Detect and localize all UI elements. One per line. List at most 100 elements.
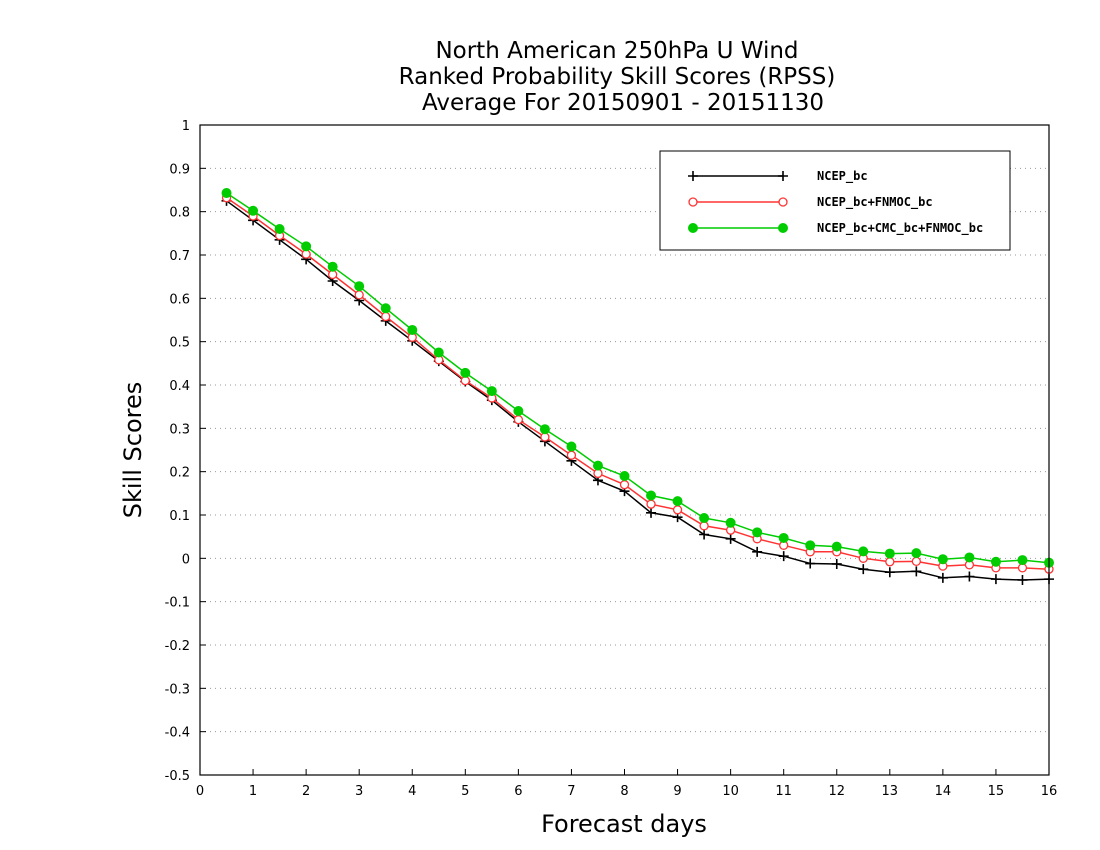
data-point xyxy=(301,241,312,252)
x-tick-label: 11 xyxy=(775,784,792,799)
data-point xyxy=(646,507,657,518)
title-line-1: North American 250hPa U Wind xyxy=(435,38,798,64)
series-1 xyxy=(221,195,1054,585)
y-tick-label: 0.4 xyxy=(169,379,190,394)
chart-title: North American 250hPa U Wind Ranked Prob… xyxy=(399,38,836,116)
data-point xyxy=(672,505,683,515)
data-point xyxy=(354,281,365,292)
data-point xyxy=(699,513,710,524)
legend-label: NCEP_bc+FNMOC_bc xyxy=(817,195,933,210)
data-point xyxy=(752,527,763,538)
data-point xyxy=(885,557,895,567)
y-tick-label: 0.1 xyxy=(169,509,190,524)
y-tick-label: 1 xyxy=(182,119,190,134)
data-point xyxy=(699,529,710,540)
data-point xyxy=(619,480,630,490)
data-point xyxy=(1017,555,1028,566)
data-point xyxy=(831,558,842,569)
x-tick-label: 13 xyxy=(882,784,899,799)
data-point xyxy=(460,367,471,378)
series-line xyxy=(226,197,1050,570)
x-tick-label: 6 xyxy=(514,784,522,799)
data-point xyxy=(858,564,869,575)
data-point xyxy=(380,303,391,314)
legend-label: NCEP_bc+CMC_bc+FNMOC_bc xyxy=(817,221,983,236)
y-axis-label: Skill Scores xyxy=(119,382,147,519)
data-point xyxy=(884,567,895,578)
data-point xyxy=(513,415,524,425)
x-tick-label: 16 xyxy=(1041,784,1058,799)
data-point xyxy=(354,290,364,300)
y-tick-label: 0.2 xyxy=(169,466,190,481)
legend-marker xyxy=(778,223,788,233)
plot-frame xyxy=(199,124,1050,776)
data-point xyxy=(619,471,630,481)
data-point xyxy=(858,546,869,557)
data-point xyxy=(381,311,391,322)
x-tick-label: 3 xyxy=(355,784,363,799)
data-point xyxy=(592,460,603,471)
x-tick-label: 12 xyxy=(828,784,845,799)
x-tick-label: 0 xyxy=(196,784,204,799)
legend-marker xyxy=(778,197,788,207)
axis-ticks: 0 1 2 3 4 5 6 7 8 9 10 11 12 13 14 15 16-0.5-0.4-0.3-0.2… xyxy=(165,119,1058,799)
data-point xyxy=(911,566,922,577)
data-point xyxy=(566,450,577,460)
x-tick-label: 7 xyxy=(567,784,575,799)
legend-marker xyxy=(688,171,698,181)
y-tick-label: -0.1 xyxy=(165,596,190,611)
x-tick-label: 10 xyxy=(722,784,739,799)
data-point xyxy=(911,556,921,567)
data-point xyxy=(964,571,975,582)
x-tick-label: 9 xyxy=(673,784,681,799)
data-point xyxy=(274,224,285,234)
grid xyxy=(200,167,1049,733)
data-point xyxy=(990,556,1001,567)
data-point xyxy=(486,386,497,397)
y-tick-label: -0.5 xyxy=(165,769,190,784)
data-point xyxy=(1017,575,1028,585)
data-point xyxy=(964,552,975,563)
series-lines xyxy=(221,188,1054,585)
data-point xyxy=(805,540,816,551)
y-tick-label: -0.3 xyxy=(165,682,190,697)
data-point xyxy=(539,424,550,435)
title-line-3: Average For 20150901 - 20151130 xyxy=(422,90,824,116)
data-point xyxy=(884,548,895,559)
x-tick-label: 4 xyxy=(408,784,416,799)
title-line-2: Ranked Probability Skill Scores (RPSS) xyxy=(399,64,836,90)
x-tick-label: 14 xyxy=(935,784,952,799)
data-point xyxy=(937,554,948,565)
data-point xyxy=(248,205,259,216)
legend-marker xyxy=(688,223,698,233)
data-point xyxy=(990,574,1001,585)
y-tick-label: 0.9 xyxy=(169,162,190,177)
data-point xyxy=(646,490,657,501)
legend-box xyxy=(659,150,1011,251)
legend: NCEP_bc NCEP_bc+FNMOC_bc NCEP_bc+CMC_bc+FN… xyxy=(659,150,1011,251)
y-tick-label: 0.5 xyxy=(169,336,190,351)
legend-label: NCEP_bc xyxy=(817,169,868,184)
data-point xyxy=(725,533,736,544)
x-axis-label: Forecast days xyxy=(541,810,707,838)
legend-marker xyxy=(688,197,698,207)
data-point xyxy=(911,548,922,559)
data-point xyxy=(805,558,816,569)
y-tick-label: 0.3 xyxy=(169,422,190,437)
y-tick-label: 0.7 xyxy=(169,249,190,264)
data-point xyxy=(433,347,444,358)
data-point xyxy=(407,324,418,335)
x-tick-label: 15 xyxy=(988,784,1005,799)
x-tick-label: 2 xyxy=(302,784,310,799)
legend-item: NCEP_bc+FNMOC_bc xyxy=(688,195,933,210)
legend-marker xyxy=(778,171,788,181)
data-point xyxy=(778,532,789,543)
x-tick-label: 8 xyxy=(620,784,628,799)
series-2 xyxy=(221,193,1054,574)
data-point xyxy=(513,406,524,416)
data-point xyxy=(221,188,232,199)
series-3 xyxy=(221,188,1054,568)
data-point xyxy=(566,441,577,452)
y-tick-label: -0.4 xyxy=(165,726,190,741)
